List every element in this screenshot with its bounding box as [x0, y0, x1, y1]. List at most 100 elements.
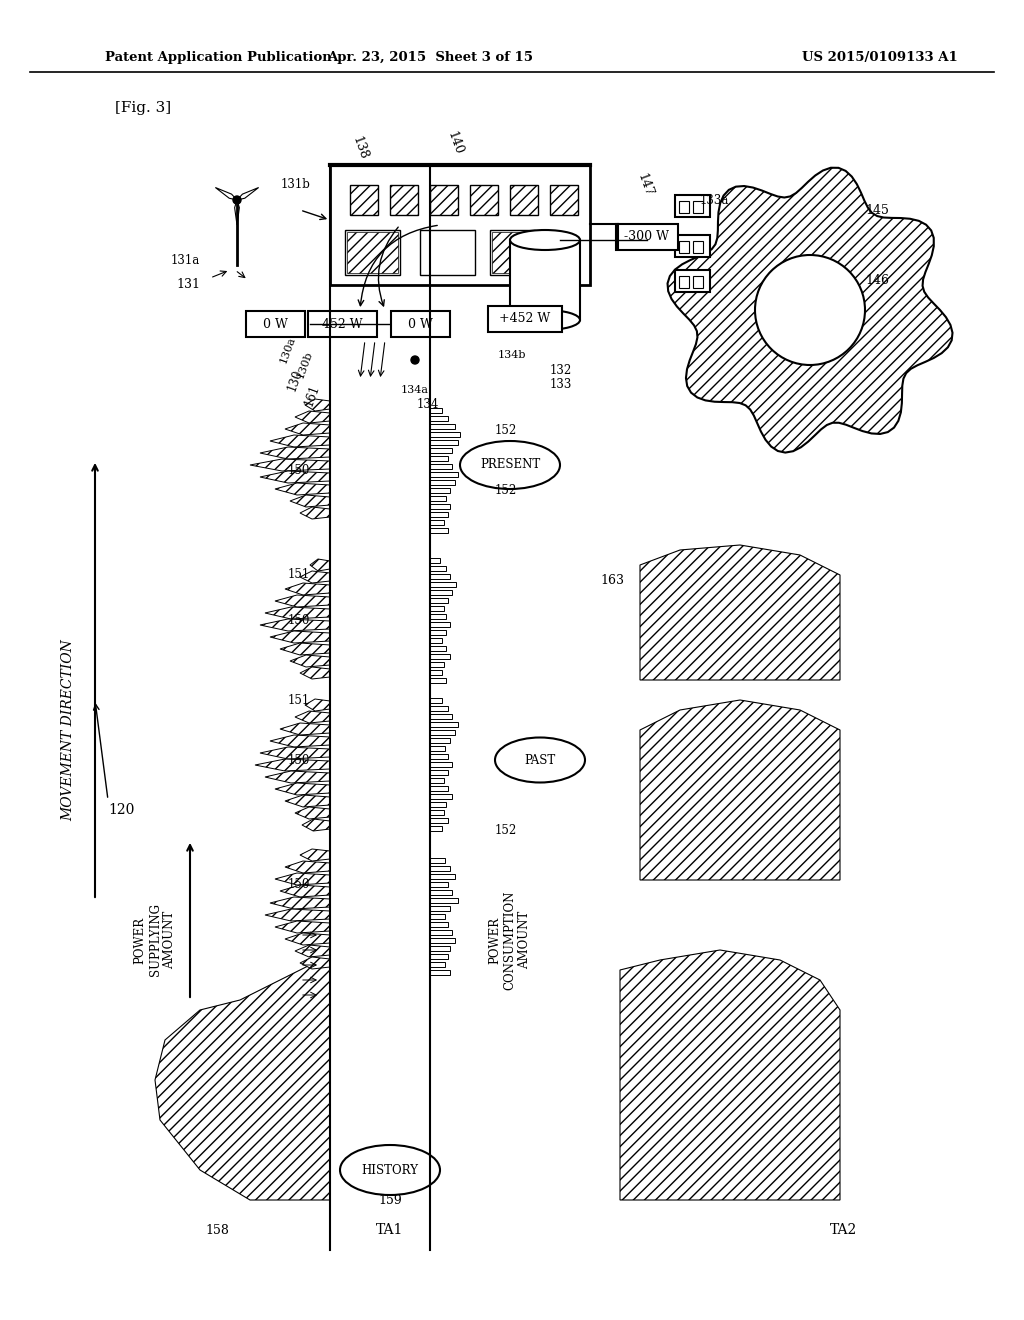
Bar: [430, 606, 444, 610]
Bar: [430, 858, 445, 862]
Bar: [510, 185, 538, 215]
Bar: [430, 511, 449, 516]
Bar: [430, 945, 450, 950]
Bar: [430, 793, 452, 799]
Polygon shape: [620, 950, 840, 1200]
Polygon shape: [250, 459, 330, 471]
FancyBboxPatch shape: [308, 312, 377, 337]
Bar: [430, 969, 450, 974]
Text: -300 W: -300 W: [625, 231, 670, 243]
Text: 130b: 130b: [295, 350, 314, 380]
Bar: [430, 565, 446, 570]
Polygon shape: [290, 655, 330, 667]
Text: 158: 158: [205, 1224, 229, 1237]
Text: TA1: TA1: [376, 1224, 403, 1237]
Ellipse shape: [510, 310, 580, 330]
Text: 159: 159: [378, 1193, 401, 1206]
Bar: [430, 487, 450, 492]
Bar: [430, 874, 455, 879]
Text: 161: 161: [302, 383, 322, 408]
Bar: [330, 165, 590, 285]
Bar: [430, 432, 460, 437]
Bar: [430, 762, 452, 767]
Text: 133a: 133a: [700, 194, 729, 206]
Bar: [430, 705, 449, 710]
Text: 131b: 131b: [281, 178, 310, 191]
Polygon shape: [295, 411, 330, 422]
FancyBboxPatch shape: [488, 306, 562, 333]
Polygon shape: [215, 187, 237, 201]
Bar: [430, 528, 449, 532]
Text: TA2: TA2: [830, 1224, 857, 1237]
Polygon shape: [275, 783, 330, 795]
FancyBboxPatch shape: [616, 224, 678, 249]
Polygon shape: [310, 558, 330, 572]
Polygon shape: [270, 898, 330, 909]
Circle shape: [233, 195, 241, 205]
Text: 134: 134: [417, 399, 439, 412]
Bar: [430, 408, 442, 412]
Bar: [430, 937, 455, 942]
Bar: [430, 817, 449, 822]
Text: 150: 150: [288, 614, 310, 627]
Bar: [430, 890, 452, 895]
Polygon shape: [290, 495, 330, 507]
Bar: [430, 738, 450, 742]
Bar: [430, 677, 446, 682]
Polygon shape: [275, 483, 330, 495]
Bar: [430, 463, 452, 469]
Polygon shape: [295, 711, 330, 723]
Bar: [430, 730, 455, 734]
Polygon shape: [265, 771, 330, 783]
Bar: [693, 242, 703, 253]
Bar: [679, 276, 689, 288]
Text: 150: 150: [288, 754, 310, 767]
Polygon shape: [260, 747, 330, 759]
Bar: [430, 520, 444, 524]
Text: 151: 151: [288, 569, 310, 582]
Circle shape: [755, 255, 865, 366]
Bar: [430, 898, 458, 903]
Bar: [430, 622, 450, 627]
Polygon shape: [285, 861, 330, 873]
Bar: [430, 801, 446, 807]
Text: 152: 152: [495, 824, 517, 837]
Polygon shape: [300, 957, 330, 969]
Text: 452 W: 452 W: [323, 318, 362, 330]
Text: 134a: 134a: [401, 385, 429, 395]
Bar: [679, 242, 689, 253]
Bar: [430, 638, 442, 643]
Bar: [679, 201, 689, 213]
Text: 146: 146: [865, 273, 889, 286]
Bar: [430, 645, 446, 651]
Polygon shape: [305, 399, 330, 411]
Polygon shape: [275, 595, 330, 607]
Polygon shape: [255, 759, 330, 771]
Bar: [490, 230, 535, 275]
Polygon shape: [285, 422, 330, 436]
Ellipse shape: [340, 1144, 440, 1195]
Polygon shape: [300, 667, 330, 678]
Polygon shape: [270, 436, 330, 447]
Bar: [430, 913, 445, 919]
Bar: [550, 185, 578, 215]
Polygon shape: [280, 723, 330, 735]
Bar: [430, 573, 450, 578]
Text: 145: 145: [865, 203, 889, 216]
Text: HISTORY: HISTORY: [361, 1163, 419, 1176]
Text: 150: 150: [288, 463, 310, 477]
Bar: [430, 582, 456, 586]
Bar: [430, 669, 442, 675]
Polygon shape: [265, 909, 330, 921]
Polygon shape: [260, 619, 330, 631]
Bar: [430, 447, 452, 453]
Polygon shape: [260, 471, 330, 483]
Text: 140: 140: [445, 129, 466, 157]
Polygon shape: [305, 700, 330, 711]
Bar: [430, 614, 446, 619]
Bar: [470, 185, 498, 215]
Polygon shape: [260, 447, 330, 459]
Bar: [430, 557, 440, 562]
Bar: [390, 185, 418, 215]
Polygon shape: [270, 735, 330, 747]
